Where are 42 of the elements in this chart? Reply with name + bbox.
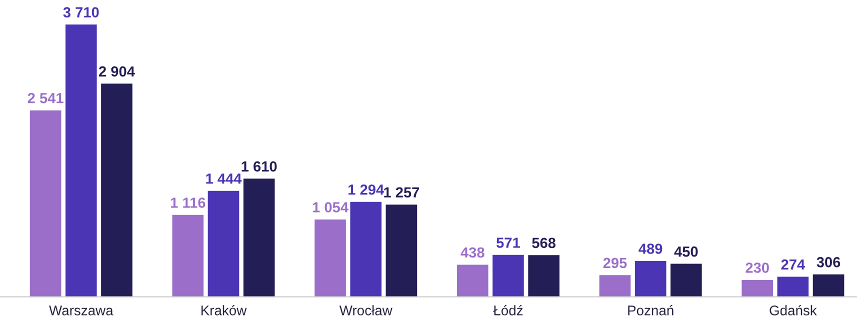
data-label: 1 610: [242, 161, 277, 172]
bar: [456, 264, 488, 297]
data-label: 1 444: [206, 174, 242, 184]
x-tick-label: Warszawa: [49, 306, 114, 316]
bar: [350, 202, 382, 297]
data-label: 274: [781, 259, 806, 270]
data-label: 1 054: [312, 202, 348, 212]
x-tick-label: Wrocław: [339, 305, 392, 316]
bar: [599, 275, 631, 297]
x-tick-label: Poznań: [628, 305, 674, 316]
x-tick-label: Gdańsk: [770, 305, 817, 316]
data-label: 295: [603, 258, 627, 268]
x-tick-label: Łódź: [493, 305, 523, 316]
bar: [528, 255, 560, 297]
data-label: 306: [816, 257, 840, 268]
data-label: 571: [496, 238, 520, 248]
bar: [172, 214, 204, 297]
data-label: 1 116: [170, 198, 206, 208]
data-label: 230: [746, 262, 769, 273]
bar: [243, 178, 275, 297]
bar: [492, 254, 524, 297]
bar: [670, 264, 702, 297]
data-label: 1 294: [348, 184, 384, 195]
bar: [314, 219, 346, 297]
bar: [742, 280, 774, 297]
data-label: 2 541: [28, 92, 64, 104]
bar: [30, 110, 62, 297]
bar: [386, 204, 418, 297]
bar: [208, 190, 240, 297]
bar: [777, 276, 809, 297]
data-label: 438: [460, 247, 484, 258]
data-label: 489: [638, 244, 662, 254]
data-label: 1 257: [384, 187, 420, 198]
bar: [65, 24, 97, 297]
x-tick-label: Kraków: [201, 305, 247, 316]
bar: [812, 274, 844, 297]
data-label: 3 710: [63, 7, 99, 18]
bar: [101, 84, 132, 297]
data-label: 568: [532, 238, 556, 248]
bar: [634, 260, 666, 297]
data-label: 2 904: [98, 66, 135, 77]
data-label: 450: [674, 246, 698, 257]
